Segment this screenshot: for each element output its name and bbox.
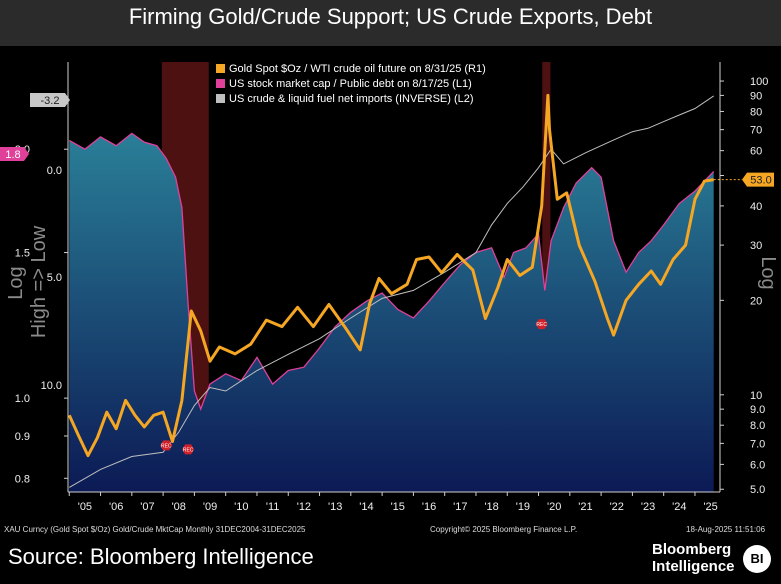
x-tick-label: '11 [266,501,280,513]
x-tick-label: '15 [391,501,405,513]
x-tick-label: '23 [641,501,655,513]
x-tick-label: '19 [516,501,530,513]
x-tick-label: '16 [422,501,436,513]
right-tick-label: 80 [750,106,762,118]
x-tick-label: '07 [140,501,154,513]
recession-marker-shape [535,319,548,330]
right-tick-label: 10 [750,390,762,402]
x-tick-label: '24 [672,501,686,513]
legend-label: US stock market cap / Public debt on 8/1… [229,78,472,90]
gold-crude-line [67,93,714,458]
right-tick-label: 8.0 [750,420,765,432]
x-tick-label: '08 [172,501,186,513]
x-tick-label: '10 [234,501,248,513]
x-tick-label: '20 [547,501,561,513]
x-tick-label: '09 [203,501,217,513]
x-tick-label: '25 [703,501,717,513]
x-tick-label: '06 [109,501,123,513]
recession-marker: REC [182,444,195,455]
inverse-tick-label: 10.0 [41,380,62,392]
right-tick-label: 90 [750,90,762,102]
recession-marker: REC [160,440,173,451]
mktcap-debt-area [69,133,714,492]
right-tick-label: 30 [750,240,762,252]
left-tick-label: 0.8 [15,473,30,485]
mktcap-callout-shape [0,147,29,161]
footer-description: XAU Curncy (Gold Spot $/Oz) Gold/Crude M… [4,525,306,534]
right-tick-label: 60 [750,146,762,158]
recession-marker-shape [182,444,195,455]
recession-marker-text: REC [183,447,194,453]
right-tick-label: 20 [750,295,762,307]
net-imports-line [69,95,714,488]
legend-swatch [216,64,225,73]
recession-marker-shape [160,440,173,451]
left-tick-label: 0.9 [15,431,30,443]
right-tick-label: 6.0 [750,459,765,471]
legend-label: Gold Spot $Oz / WTI crude oil future on … [229,63,486,75]
source-label: Source: Bloomberg Intelligence [8,544,314,569]
right-tick-label: 7.0 [750,438,765,450]
legend-swatch [216,94,225,103]
right-tick-label: 40 [750,201,762,213]
chart-area: REC REC REC '05 '06 '07 '08 '09 '10 '11 '12 '13 '14 '… [0,62,779,513]
left-axis-direction-label: High => Low [28,225,50,338]
recession-marker-text: REC [536,322,547,328]
bloomberg-intelligence-logo: Bloomberg Intelligence [652,541,735,575]
brand-line-1: Bloomberg [652,541,732,558]
right-tick-label: 100 [750,76,768,88]
footer-timestamp: 18-Aug-2025 11:51:06 [686,525,766,534]
x-tick-label: '12 [297,501,311,513]
x-tick-label: '14 [359,501,373,513]
x-tick-label: '21 [578,501,592,513]
right-tick-label: 5.0 [750,484,765,496]
inverse-tick-label: 0.0 [47,165,62,177]
recession-marker-text: REC [161,443,172,449]
footer-copyright: Copyright© 2025 Bloomberg Finance L.P. [430,525,578,534]
left-tick-label: 1.5 [15,248,30,260]
chart-title: Firming Gold/Crude Support; US Crude Exp… [128,4,653,29]
inverse-tick-label: 5.0 [47,272,62,284]
imports-callout-text: -3.2 [41,95,60,107]
right-tick-label: 9.0 [750,404,765,416]
title-bar [0,0,781,46]
x-tick-label: '17 [453,501,467,513]
gold-callout-shape [742,172,774,187]
left-axis-log-label: Log [5,266,27,299]
gold-callout-text: 53.0 [750,175,771,187]
gold-crude-last-callout: 53.0 [742,172,774,187]
x-tick-label: '18 [484,501,498,513]
x-tick-label: '13 [328,501,342,513]
imports-last-callout: -3.2 [30,93,70,107]
mktcap-callout-text: 1.8 [5,149,20,161]
x-tick-label: '22 [610,501,624,513]
left-tick-label: 1.0 [15,393,30,405]
brand-line-2: Intelligence [652,558,735,575]
mktcap-last-callout: 1.8 [0,147,29,161]
recession-marker: REC [535,319,548,330]
right-axis-log-label: Log [757,256,779,289]
mktcap-debt-line [68,132,715,412]
legend-swatch [216,79,225,88]
bi-badge-icon: BI [743,545,771,573]
x-tick-label: '05 [78,501,92,513]
right-tick-label: 70 [750,125,762,137]
imports-callout-shape [30,93,70,107]
legend-label: US crude & liquid fuel net imports (INVE… [229,93,474,105]
